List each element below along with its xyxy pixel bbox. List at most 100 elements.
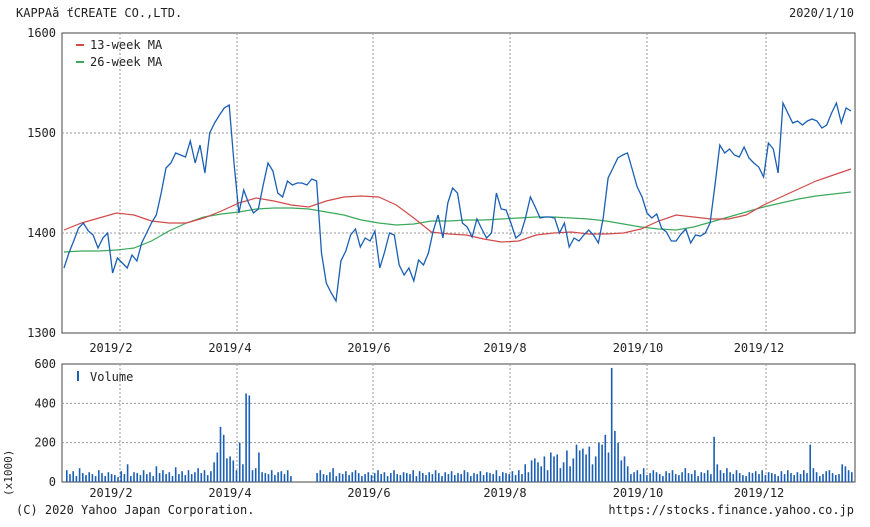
volume-bar <box>527 472 530 482</box>
volume-bar <box>732 474 735 482</box>
legend-26-week-label: 26-week MA <box>90 55 163 69</box>
volume-bar <box>364 474 366 482</box>
volume-bar <box>610 367 613 482</box>
volume-bar <box>335 476 338 482</box>
volume-bar <box>748 472 751 482</box>
volume-bar <box>623 456 626 482</box>
volume-bar <box>742 475 744 482</box>
volume-bar <box>787 470 789 482</box>
volume-bar <box>655 472 658 482</box>
volume-bar <box>803 470 805 482</box>
volume-bar <box>687 473 690 482</box>
volume-bar <box>406 473 408 482</box>
volume-bar <box>210 471 212 482</box>
volume-bar <box>841 464 843 482</box>
volume-bar <box>726 468 728 482</box>
company-name: KAPPAă ťCREATE CO.,LTD. <box>16 6 183 20</box>
volume-bar <box>232 460 235 482</box>
volume-bar <box>476 474 478 482</box>
volume-bar <box>402 472 405 482</box>
volume-bar <box>203 470 206 482</box>
volume-bar <box>735 470 738 482</box>
volume-bar <box>729 472 731 482</box>
volume-bar <box>550 452 552 482</box>
volume-bar <box>351 472 354 482</box>
volume-bar <box>126 464 129 482</box>
volume-bar <box>806 473 808 482</box>
volume-bar <box>286 470 289 482</box>
volume-y-tick-label: 200 <box>34 436 56 450</box>
volume-bar <box>85 475 87 482</box>
volume-bar <box>460 474 462 482</box>
volume-bar <box>470 476 472 482</box>
volume-bar <box>444 472 446 482</box>
volume-bar <box>505 473 507 482</box>
volume-bar <box>415 476 418 482</box>
price-x-tick-label: 2019/8 <box>483 341 526 355</box>
volume-bar <box>390 473 392 482</box>
volume-bar <box>332 468 334 482</box>
price-line <box>63 100 852 303</box>
volume-bar <box>588 446 591 482</box>
volume-bar <box>422 473 424 482</box>
volume-bar <box>370 475 373 482</box>
volume-bar <box>316 473 318 482</box>
volume-bar <box>684 468 687 482</box>
volume-bar <box>694 470 696 482</box>
volume-bar <box>630 474 632 482</box>
price-x-tick-label: 2019/2 <box>89 341 132 355</box>
volume-bar <box>329 472 331 482</box>
volume-bar <box>136 473 138 482</box>
volume-bar <box>796 472 799 482</box>
volume-bar <box>514 475 517 482</box>
volume-bar <box>165 474 167 482</box>
volume-bar <box>582 448 584 482</box>
volume-bar <box>697 476 699 482</box>
volume-x-tick-label: 2019/10 <box>613 486 664 500</box>
volume-bar <box>828 470 831 482</box>
volume-bar <box>835 475 837 482</box>
price-x-tick-label: 2019/10 <box>613 341 664 355</box>
volume-bar <box>722 473 725 482</box>
volume-bar <box>425 475 427 482</box>
volume-bar <box>642 468 645 482</box>
volume-bar <box>357 473 360 482</box>
volume-x-tick-label: 2019/4 <box>208 486 251 500</box>
volume-bar <box>428 472 430 482</box>
volume-bar <box>338 473 341 482</box>
volume-bar <box>277 472 279 482</box>
volume-bar <box>409 474 411 482</box>
volume-bar <box>537 462 539 482</box>
volume-bar <box>226 458 228 482</box>
volume-bar <box>652 470 655 482</box>
price-x-tick-label: 2019/4 <box>208 341 251 355</box>
volume-bar <box>130 476 132 482</box>
volume-bar <box>171 476 174 482</box>
volume-bar <box>543 456 546 482</box>
volume-bar <box>671 470 674 482</box>
volume-bar <box>78 468 81 482</box>
source-url[interactable]: https://stocks.finance.yahoo.co.jp <box>608 503 854 517</box>
volume-bar <box>162 470 164 482</box>
volume-y-tick-label: 0 <box>49 475 56 489</box>
volume-bar <box>155 466 158 482</box>
volume-bar <box>815 472 818 482</box>
volume-bar <box>495 470 498 482</box>
volume-bar <box>133 472 135 482</box>
volume-bar <box>441 476 443 482</box>
volume-bar <box>251 470 254 482</box>
volume-bar <box>553 456 555 482</box>
volume-bar <box>383 472 386 482</box>
volume-bar <box>219 426 222 482</box>
volume-bar <box>751 473 754 482</box>
volume-bar <box>75 476 78 482</box>
volume-bar <box>598 442 600 482</box>
volume-bar <box>412 470 414 482</box>
volume-bar <box>450 471 453 482</box>
volume-x-tick-label: 2019/6 <box>347 486 390 500</box>
volume-x-tick-label: 2019/12 <box>734 486 785 500</box>
volume-bar <box>614 430 616 482</box>
volume-bar <box>181 471 183 482</box>
volume-bar <box>851 472 853 482</box>
price-panel-frame <box>61 32 856 334</box>
